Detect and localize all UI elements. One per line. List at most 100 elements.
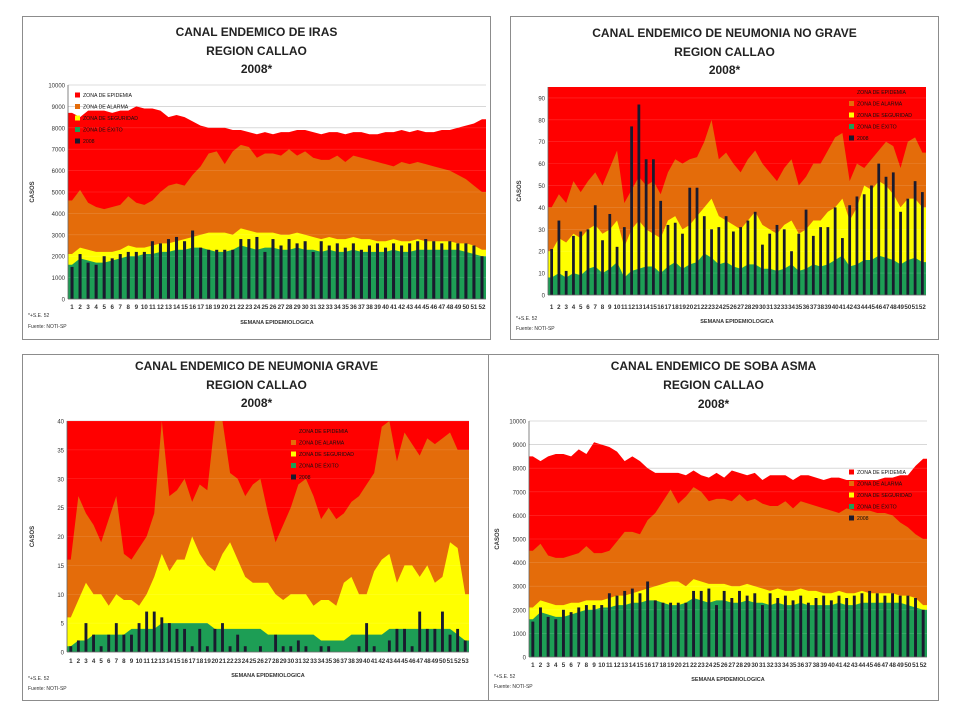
bar-2008-week-46 [875, 593, 879, 657]
bar-2008-week-24 [243, 646, 247, 652]
bar-2008-week-16 [646, 581, 650, 657]
bar-2008-week-1 [70, 266, 74, 299]
x-tick-label: 48 [446, 304, 453, 311]
bar-2008-week-31 [760, 605, 764, 657]
x-tick-label: 34 [788, 304, 795, 311]
bar-2008-week-19 [215, 249, 219, 299]
legend-swatch [291, 440, 296, 445]
x-tick-label: 41 [836, 662, 843, 669]
bar-2008-week-51 [472, 245, 476, 299]
legend-swatch [849, 481, 854, 486]
x-axis-label: SEMANA EPIDEMIOLOGICA [240, 320, 313, 326]
bar-2008-week-3 [84, 623, 88, 652]
x-tick-label: 7 [115, 658, 119, 665]
bar-2008-week-3 [546, 616, 550, 657]
bar-2008-week-12 [615, 595, 619, 657]
x-tick-label: 32 [767, 662, 774, 669]
bar-2008-week-39 [375, 243, 380, 299]
x-axis-label: SEMANA EPIDEMIOLOGICA [691, 677, 764, 683]
bar-2008-week-23 [247, 239, 251, 299]
x-tick-label: 20 [221, 304, 228, 311]
x-tick-label: 34 [334, 304, 341, 311]
chart-panel-neumonia-no-grave: CANAL ENDEMICO DE NEUMONIA NO GRAVE REGIO… [510, 16, 939, 340]
legend-label: 2008 [857, 516, 869, 522]
x-tick-label: 21 [682, 662, 689, 669]
y-tick-label: 1000 [513, 632, 527, 638]
bar-2008-week-30 [303, 241, 307, 299]
bar-2008-week-44 [862, 194, 866, 295]
x-tick-label: 45 [401, 658, 408, 665]
bar-2008-week-16 [659, 200, 663, 295]
bar-2008-week-15 [183, 241, 187, 299]
bar-2008-week-46 [877, 163, 881, 295]
x-tick-label: 43 [851, 662, 858, 669]
y-tick-label: 40 [538, 206, 545, 212]
legend-swatch [75, 115, 80, 121]
bar-2008-week-36 [804, 209, 808, 295]
x-tick-label: 20 [675, 662, 682, 669]
x-tick-label: 26 [721, 662, 728, 669]
legend-label: ZONA DE EPIDEMIA [857, 470, 907, 476]
bar-2008-week-11 [622, 227, 626, 295]
bar-2008-week-18 [661, 602, 665, 657]
y-tick-label: 20 [538, 250, 545, 256]
bar-2008-week-21 [221, 623, 224, 652]
bar-2008-week-22 [702, 216, 706, 295]
chart-title-line: 2008* [698, 397, 730, 411]
x-tick-label: 44 [858, 662, 865, 669]
bar-2008-week-4 [554, 619, 558, 657]
bar-2008-week-32 [775, 224, 779, 295]
x-tick-label: 16 [189, 304, 196, 311]
x-tick-label: 16 [181, 658, 188, 665]
y-tick-label: 25 [57, 506, 64, 512]
x-tick-label: 11 [621, 304, 628, 311]
bar-2008-week-50 [464, 243, 468, 299]
x-tick-label: 51 [447, 658, 454, 665]
bar-2008-week-37 [806, 602, 810, 657]
bar-2008-week-6 [586, 229, 590, 295]
y-tick-label: 7000 [513, 490, 527, 496]
bar-2008-week-6 [569, 612, 573, 657]
bar-2008-week-40 [365, 623, 369, 652]
bar-2008-week-17 [199, 247, 203, 299]
x-tick-label: 31 [295, 658, 302, 665]
x-tick-label: 20 [686, 304, 693, 311]
x-tick-label: 3 [546, 662, 550, 669]
x-tick-label: 28 [736, 662, 743, 669]
bar-2008-week-42 [848, 205, 852, 295]
bar-2008-week-43 [855, 196, 859, 295]
bar-2008-week-16 [183, 628, 187, 652]
x-tick-label: 10 [136, 658, 143, 665]
x-tick-label: 21 [219, 658, 226, 665]
bar-2008-week-49 [433, 628, 437, 652]
legend-swatch [75, 138, 80, 144]
bar-2008-week-53 [463, 640, 467, 652]
bar-2008-week-4 [92, 634, 95, 652]
x-tick-label: 48 [424, 658, 431, 665]
x-tick-label: 2 [539, 662, 543, 669]
y-tick-label: 0 [61, 651, 65, 657]
x-tick-label: 14 [166, 658, 173, 665]
chart-title-line: CANAL ENDEMICO DE IRAS [176, 25, 338, 39]
x-tick-label: 44 [861, 304, 868, 311]
bar-2008-week-37 [811, 235, 815, 295]
bar-2008-week-7 [118, 254, 122, 299]
x-tick-label: 49 [897, 304, 904, 311]
bar-2008-week-28 [746, 220, 750, 295]
bar-2008-week-15 [638, 593, 642, 657]
x-tick-label: 28 [272, 658, 279, 665]
bar-2008-week-42 [400, 245, 404, 299]
bar-2008-week-14 [630, 588, 634, 657]
x-tick-label: 25 [713, 662, 720, 669]
bar-2008-week-21 [684, 602, 688, 657]
x-tick-label: 51 [912, 304, 919, 311]
x-tick-label: 9 [130, 658, 134, 665]
x-tick-label: 15 [181, 304, 188, 311]
x-tick-label: 7 [577, 662, 581, 669]
legend-label: 2008 [83, 139, 95, 145]
x-tick-label: 41 [839, 304, 846, 311]
bar-2008-week-48 [448, 241, 452, 299]
x-tick-label: 5 [102, 304, 106, 311]
y-tick-label: 9000 [52, 105, 66, 111]
bar-2008-week-5 [102, 256, 106, 299]
